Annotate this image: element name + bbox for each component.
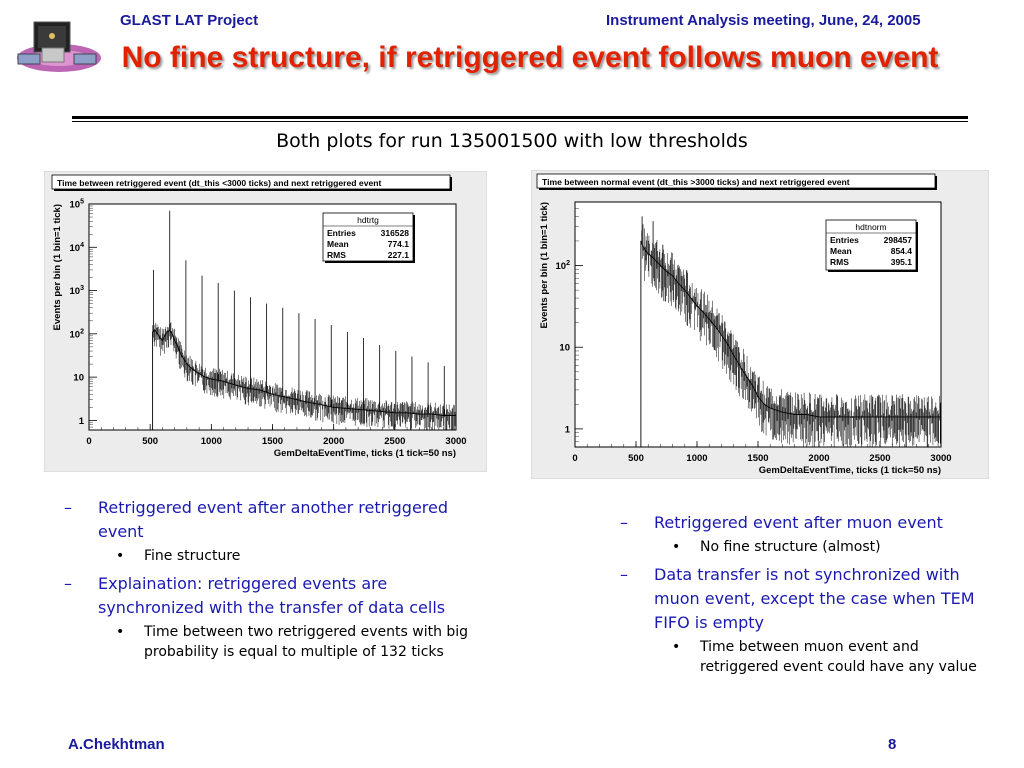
x-axis-label: GemDeltaEventTime, ticks (1 tick=50 ns)	[759, 465, 941, 476]
stats-row-label: Entries	[327, 228, 356, 238]
bullet-item: Retriggered event after another retrigge…	[64, 496, 494, 544]
x-tick-label: 1000	[686, 453, 707, 464]
x-tick-label: 2000	[323, 436, 344, 447]
x-tick-label: 1000	[201, 436, 222, 447]
y-tick-label: 105	[70, 199, 85, 211]
chart-title-box	[536, 173, 936, 189]
chart-title: Time between retriggered event (dt_this …	[57, 178, 382, 188]
chart-title-box	[51, 174, 451, 190]
y-tick-label: 10	[559, 343, 570, 354]
y-tick-exponent: 5	[80, 199, 84, 206]
stats-row-label: Entries	[830, 235, 859, 245]
histogram-normal: Time between normal event (dt_this >3000…	[531, 170, 989, 479]
slide-subtitle: Both plots for run 135001500 with low th…	[276, 130, 748, 152]
y-tick-base: 10	[559, 343, 570, 354]
x-tick-label: 1500	[747, 453, 768, 464]
stats-row-label: Mean	[830, 246, 852, 256]
bullets-right: Retriggered event after muon eventNo fin…	[620, 511, 1000, 683]
x-tick-label: 500	[142, 436, 158, 447]
stats-name: hdtrtg	[357, 215, 379, 225]
title-rule-thin	[72, 121, 968, 122]
stats-name: hdtnorm	[855, 222, 886, 232]
y-tick-exponent: 2	[566, 260, 570, 267]
y-tick-base: 1	[79, 416, 85, 427]
x-tick-label: 2500	[869, 453, 890, 464]
y-tick-base: 10	[70, 243, 81, 254]
stats-row-label: Mean	[327, 239, 349, 249]
histogram-retriggered: Time between retriggered event (dt_this …	[44, 171, 487, 472]
footer-page-number: 8	[888, 736, 897, 753]
stats-row-value: 227.1	[388, 250, 410, 260]
x-tick-label: 3000	[930, 453, 951, 464]
header-meeting: Instrument Analysis meeting, June, 24, 2…	[606, 12, 921, 29]
chart-title: Time between normal event (dt_this >3000…	[542, 177, 850, 187]
sub-bullet-item: No fine structure (almost)	[620, 537, 1000, 557]
y-tick-base: 10	[70, 329, 81, 340]
y-axis-label: Events per bin (1 bin=1 tick)	[52, 204, 63, 330]
y-tick-label: 104	[70, 242, 85, 254]
x-tick-label: 2000	[808, 453, 829, 464]
histogram-noise	[152, 322, 457, 430]
stats-row-label: RMS	[327, 250, 346, 260]
stats-row-value: 395.1	[891, 257, 913, 267]
y-axis-label: Events per bin (1 bin=1 tick)	[539, 202, 550, 328]
stats-row-label: RMS	[830, 257, 849, 267]
y-tick-base: 10	[70, 286, 81, 297]
y-tick-label: 10	[73, 373, 84, 384]
x-tick-label: 500	[628, 453, 644, 464]
bullet-item: Retriggered event after muon event	[620, 511, 1000, 535]
x-tick-label: 2500	[384, 436, 405, 447]
stats-box	[825, 219, 917, 271]
sub-bullet-item: Time between muon event and retriggered …	[620, 637, 1000, 677]
y-tick-base: 1	[565, 424, 571, 435]
sub-bullet-item: Fine structure	[64, 546, 494, 566]
y-tick-base: 10	[73, 373, 84, 384]
y-tick-base: 10	[70, 200, 81, 211]
stats-row-value: 316528	[381, 228, 410, 238]
x-axis-label: GemDeltaEventTime, ticks (1 tick=50 ns)	[274, 448, 456, 459]
stats-box	[322, 212, 414, 262]
y-tick-exponent: 2	[80, 328, 84, 335]
header-project: GLAST LAT Project	[120, 12, 259, 29]
y-tick-label: 1	[79, 416, 85, 427]
y-tick-label: 102	[70, 328, 85, 340]
x-tick-label: 3000	[445, 436, 466, 447]
sub-bullet-item: Time between two retriggered events with…	[64, 622, 494, 662]
y-tick-label: 103	[70, 285, 85, 297]
stats-row-value: 774.1	[388, 239, 410, 249]
stats-row-value: 298457	[884, 235, 913, 245]
y-tick-exponent: 4	[80, 242, 84, 249]
y-tick-label: 102	[556, 260, 571, 272]
stats-row-value: 854.4	[891, 246, 913, 256]
slide-title: No fine structure, if retriggered event …	[121, 41, 939, 74]
x-tick-label: 0	[86, 436, 91, 447]
y-tick-base: 10	[556, 261, 567, 272]
y-tick-label: 1	[565, 424, 571, 435]
histogram-noise	[640, 224, 942, 447]
bullet-item: Data transfer is not synchronized with m…	[620, 563, 1000, 635]
glast-satellite-logo	[17, 21, 101, 72]
bullets-left: Retriggered event after another retrigge…	[64, 496, 494, 668]
y-tick-exponent: 3	[80, 285, 84, 292]
title-rule	[72, 116, 968, 119]
x-tick-label: 1500	[262, 436, 283, 447]
bullet-item: Explaination: retriggered events are syn…	[64, 572, 494, 620]
footer-author: A.Chekhtman	[68, 736, 165, 753]
x-tick-label: 0	[572, 453, 577, 464]
